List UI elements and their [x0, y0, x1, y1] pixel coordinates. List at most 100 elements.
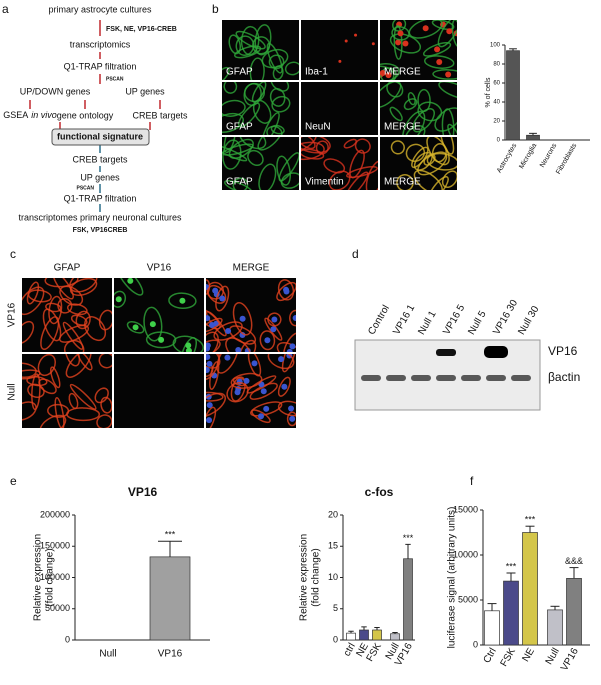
cell-body — [438, 82, 457, 100]
dot — [338, 59, 342, 63]
lane-label: Null 1 — [416, 309, 439, 337]
cell-body — [126, 320, 145, 334]
cells — [222, 24, 299, 80]
nucleus — [278, 356, 285, 363]
cell-body — [405, 143, 426, 163]
bar — [566, 578, 582, 646]
band — [511, 375, 531, 381]
y-tick-label: 20 — [493, 119, 500, 125]
significance: *** — [525, 515, 536, 525]
micrograph-label: GFAP — [226, 177, 253, 188]
chart-title: VP16 — [128, 485, 158, 499]
nucleus — [264, 337, 271, 344]
cell-body — [69, 278, 98, 296]
micrograph-label: MERGE — [384, 67, 421, 78]
cell-body — [412, 108, 435, 133]
signature-box — [51, 128, 150, 146]
cell-body — [432, 69, 457, 80]
bar — [547, 609, 563, 646]
x-tick-label: NE — [520, 646, 537, 664]
y-tick-label: 0 — [65, 634, 70, 644]
cell-body — [54, 396, 65, 428]
y-axis-label: % of cells — [485, 77, 492, 107]
cell-body — [328, 170, 351, 190]
cell-body — [259, 330, 276, 351]
y-tick-label: 0 — [473, 639, 478, 649]
cell-body — [266, 125, 283, 135]
cell-body — [252, 36, 271, 55]
micrograph — [301, 82, 378, 135]
y-tick-label: 5000 — [458, 594, 478, 604]
cell-body — [404, 124, 426, 135]
x-tick-label: Microglia — [518, 142, 538, 170]
cell-body — [264, 317, 283, 341]
cell-body — [277, 376, 291, 397]
y-tick-label: 0 — [333, 634, 338, 644]
y-tick-label: 15000 — [453, 504, 478, 514]
y-tick-label: 100000 — [40, 572, 70, 582]
cell-body — [301, 141, 325, 161]
cell-body — [228, 34, 242, 55]
cell-body — [301, 148, 325, 160]
cell-body — [441, 170, 457, 189]
band-label: βactin — [548, 370, 580, 384]
nucleus — [446, 28, 453, 35]
cells — [114, 278, 204, 352]
cell-body — [27, 289, 52, 303]
y-axis-label: luciferase signal (arbitrary units) — [447, 507, 458, 649]
nucleus — [206, 360, 213, 367]
nucleus — [434, 46, 441, 53]
x-tick-label: FSK — [365, 641, 384, 664]
micrograph-label: GFAP — [226, 122, 253, 133]
micrograph-label: MERGE — [384, 177, 421, 188]
lane-label: VP16 5 — [441, 303, 467, 337]
cell-body — [50, 366, 61, 389]
bar — [372, 629, 382, 641]
cell-body — [235, 30, 266, 50]
y-axis-label: Relative expression — [33, 534, 44, 621]
dot — [344, 39, 348, 43]
cells — [390, 137, 457, 190]
cell-body — [206, 354, 220, 381]
nucleus — [395, 39, 402, 46]
cell-body — [258, 163, 277, 190]
cell-body — [69, 278, 98, 293]
cell-body — [393, 24, 403, 60]
cell-body — [98, 309, 112, 331]
x-tick-label: Fibroblasts — [555, 142, 578, 176]
cell-body — [261, 112, 280, 135]
cell-body — [272, 65, 284, 80]
cell-body — [63, 339, 85, 352]
cell-body — [22, 286, 45, 316]
y-tick-label: 200000 — [40, 509, 70, 519]
nucleus — [251, 360, 258, 367]
significance: &&& — [565, 556, 583, 566]
cell-body — [22, 320, 35, 344]
column-label: MERGE — [233, 263, 270, 274]
cell-body — [31, 373, 41, 411]
cell-body — [257, 137, 284, 151]
micrograph-label: MERGE — [384, 122, 421, 133]
cell-body — [281, 354, 296, 373]
cell-body — [238, 137, 267, 150]
cell-body — [215, 285, 230, 312]
cell-body — [283, 332, 296, 352]
flow-node: primary astrocyte cultures — [48, 4, 152, 14]
nucleus — [281, 383, 288, 390]
lane-label: VP16 1 — [391, 303, 417, 337]
micrograph — [301, 20, 378, 80]
cell-body — [222, 99, 246, 117]
micrograph — [114, 354, 204, 428]
cell-body — [206, 339, 221, 352]
cells — [206, 279, 296, 352]
band — [436, 349, 456, 356]
y-tick-label: 50000 — [45, 603, 70, 613]
nucleus — [243, 377, 250, 384]
gsea: GSEA — [3, 110, 28, 120]
cell-body — [390, 140, 405, 155]
cell-body — [75, 310, 91, 330]
cell-body — [349, 149, 365, 179]
cell-body — [59, 285, 84, 306]
dot — [354, 33, 358, 37]
bar — [149, 556, 191, 641]
